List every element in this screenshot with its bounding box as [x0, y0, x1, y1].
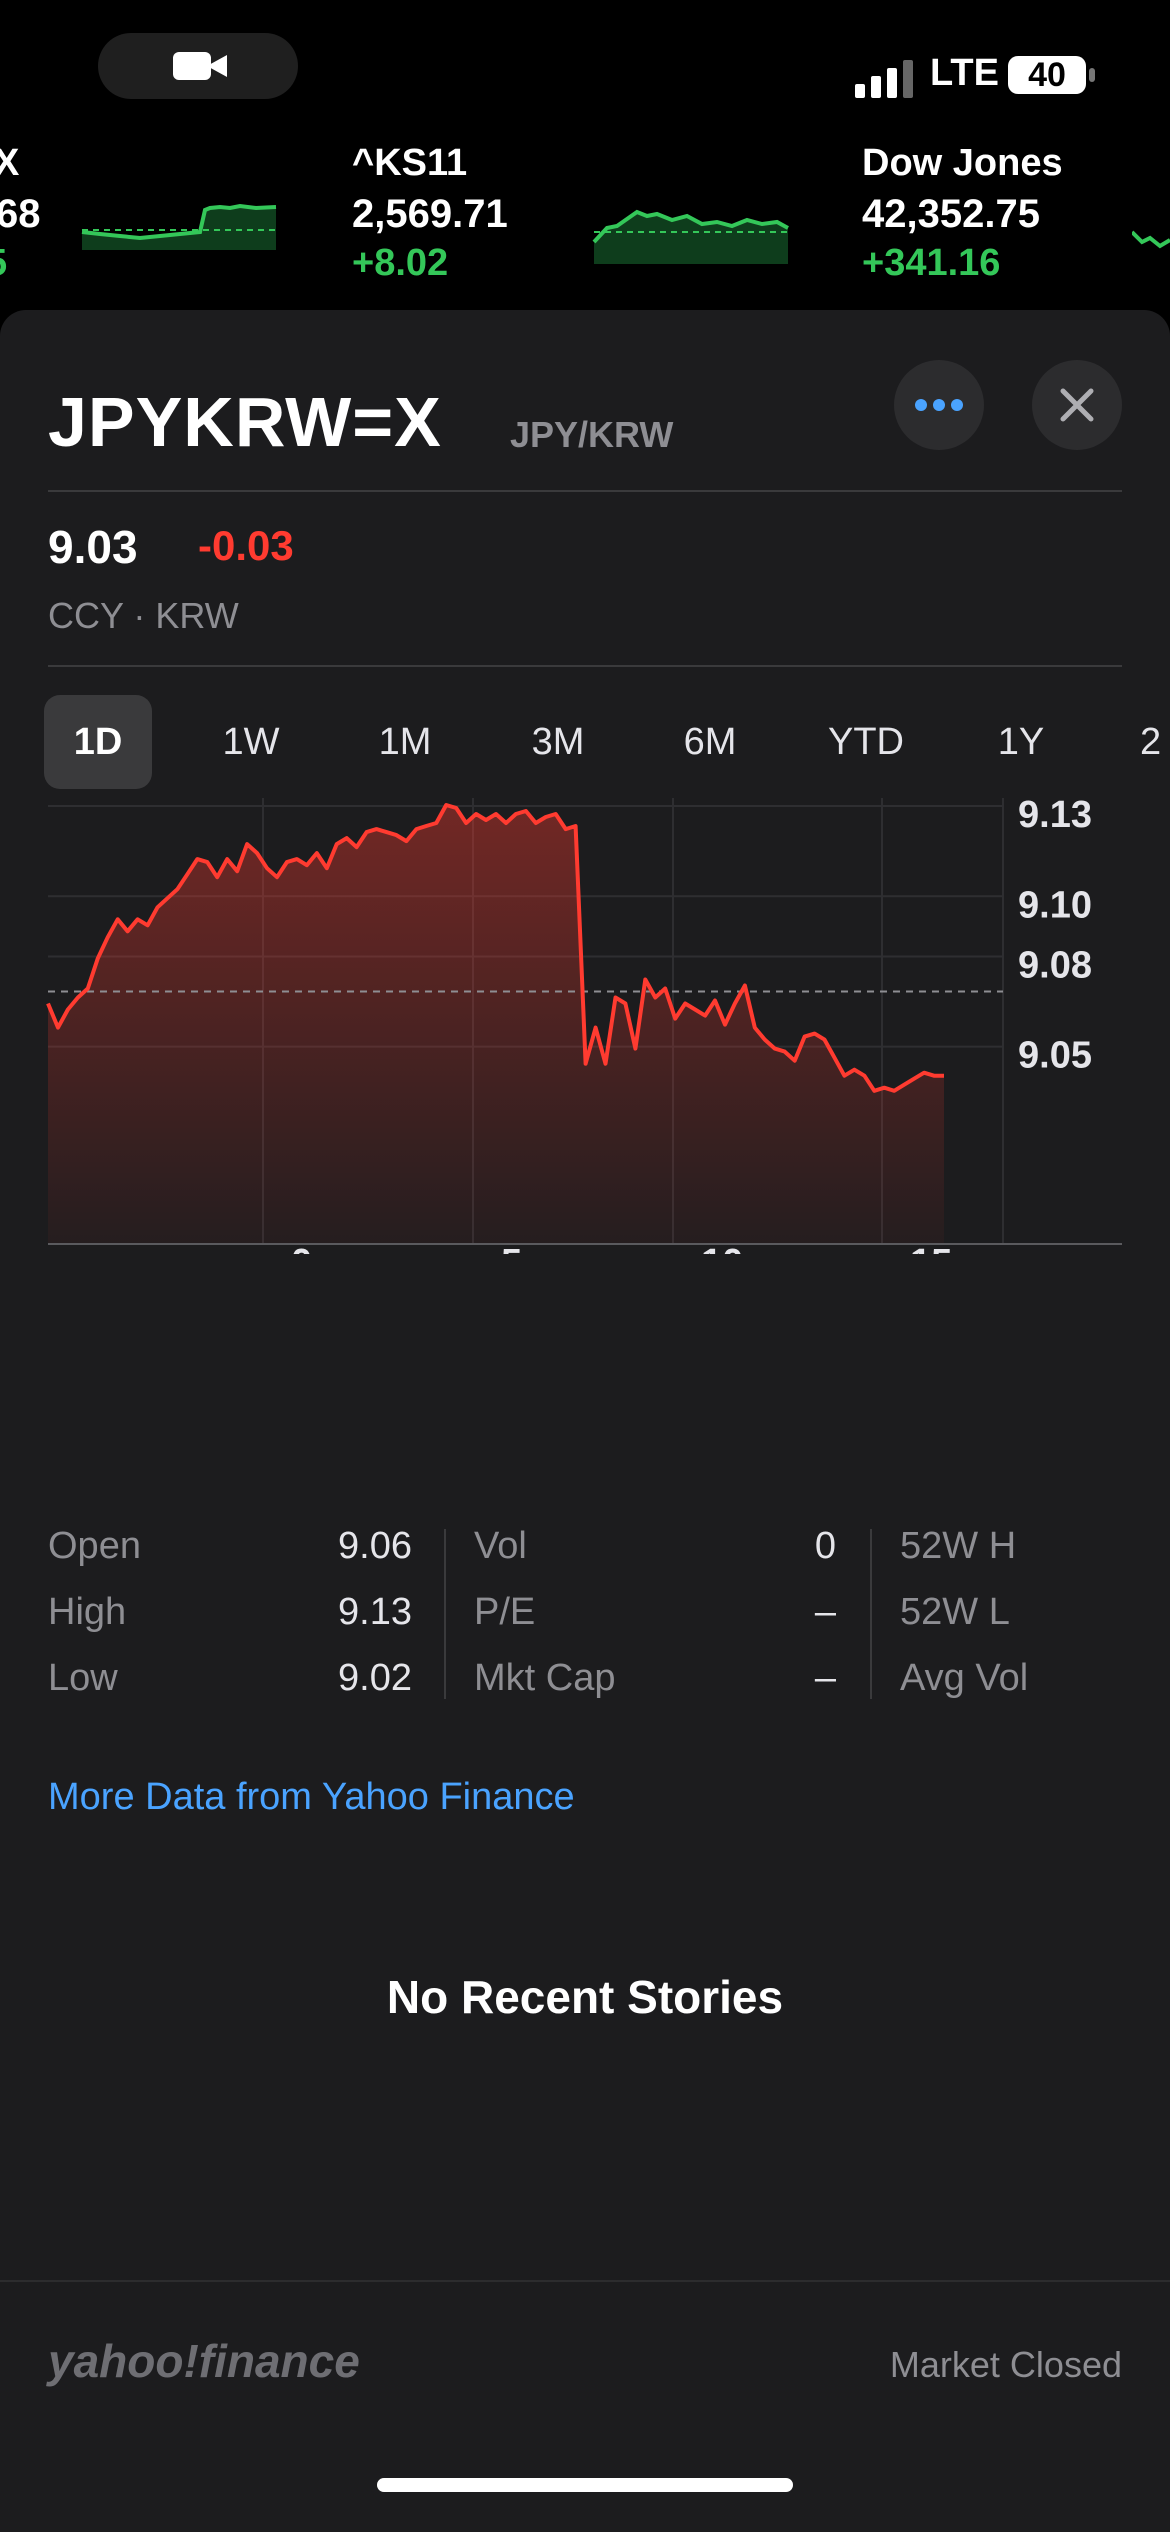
video-camera-icon-lens: [207, 55, 227, 77]
stats-table: Open 9.06 High 9.13 Low 9.02 Vol 0 P/E –…: [0, 1525, 1170, 1745]
price-change: -0.03: [198, 522, 294, 569]
range-tab-2y[interactable]: 2: [1140, 721, 1162, 763]
status-bar: LTE 40: [0, 0, 1170, 150]
stat-value-vol: 0: [814, 1525, 836, 1567]
ticker-change: +8.02: [352, 242, 449, 284]
currency-meta: CCY · KRW: [48, 595, 239, 636]
stat-value-pe: –: [814, 1591, 836, 1633]
stat-value-high: 9.13: [338, 1591, 412, 1633]
ticker-price: 2,569.71: [352, 192, 508, 236]
header-divider: [48, 490, 1122, 492]
stat-label-pe: P/E: [474, 1591, 536, 1633]
stat-label-high: High: [48, 1591, 127, 1633]
y-axis-tick-label: 9.08: [1018, 944, 1092, 986]
stat-label-vol: Vol: [474, 1525, 527, 1567]
stat-label-open: Open: [48, 1525, 141, 1567]
range-tab-1w[interactable]: 1W: [222, 721, 280, 763]
close-icon: [1060, 388, 1094, 422]
ticker-price: 42,352.75: [862, 192, 1040, 236]
no-recent-stories: No Recent Stories: [386, 1971, 784, 2023]
price-area-fill: [48, 805, 944, 1244]
market-status: Market Closed: [889, 2344, 1122, 2385]
ticker-name: Dow Jones: [862, 142, 1063, 184]
quote-divider: [48, 665, 1122, 667]
price-chart[interactable]: 9.139.109.089.05051015: [0, 794, 1170, 1254]
stats-column-divider: [444, 1529, 446, 1699]
range-tab-ytd[interactable]: YTD: [828, 721, 904, 763]
ticker-item-partial[interactable]: X 68 5: [0, 140, 290, 300]
ticker-change: 5: [0, 242, 7, 285]
symbol-title: JPYKRW=X: [48, 383, 442, 461]
ticker-price: 68: [0, 192, 41, 236]
close-button[interactable]: [1032, 360, 1122, 450]
footer: yahoo!finance Market Closed: [0, 2282, 1170, 2532]
range-tab-3m[interactable]: 3M: [531, 721, 585, 763]
stat-label-low: Low: [48, 1657, 118, 1699]
stat-value-mktcap: –: [814, 1657, 836, 1699]
video-camera-icon: [173, 52, 211, 80]
battery-icon: 40: [1008, 56, 1086, 94]
current-price: 9.03: [48, 521, 138, 573]
time-range-selector: 1D 1W 1M 3M 6M YTD 1Y 2: [0, 685, 1170, 789]
home-indicator[interactable]: [377, 2478, 793, 2492]
y-axis-tick-label: 9.10: [1018, 884, 1092, 926]
ticker-item-kospi[interactable]: ^KS11 2,569.71 +8.02: [352, 140, 802, 300]
ticker-sparkline: [1132, 230, 1170, 249]
stat-value-low: 9.02: [338, 1657, 412, 1699]
ellipsis-icon: [915, 399, 963, 411]
network-type: LTE: [930, 52, 999, 94]
stat-value-open: 9.06: [338, 1525, 412, 1567]
ticker-name: X: [0, 142, 20, 184]
stat-label-mktcap: Mkt Cap: [474, 1657, 616, 1699]
ticker-item-dow[interactable]: Dow Jones 42,352.75 +341.16: [862, 140, 1170, 300]
battery-cap: [1089, 68, 1095, 82]
range-tab-1m[interactable]: 1M: [378, 721, 432, 763]
y-axis-tick-label: 9.05: [1018, 1035, 1092, 1077]
more-options-button[interactable]: [894, 360, 984, 450]
yahoo-finance-logo[interactable]: yahoo!finance: [48, 2335, 360, 2387]
cellular-signal-icon: [855, 60, 913, 98]
price-line: [46, 803, 944, 1093]
range-tab-6m[interactable]: 6M: [683, 721, 737, 763]
ticker-name: ^KS11: [352, 142, 468, 184]
more-data-link[interactable]: More Data from Yahoo Finance: [48, 1776, 575, 1818]
ticker-change: +341.16: [862, 242, 1001, 284]
ticker-sparkline: [81, 203, 277, 250]
stat-label-avg-vol: Avg Vol: [900, 1657, 1029, 1699]
range-tab-1y[interactable]: 1Y: [997, 721, 1045, 763]
quote-detail-sheet: JPYKRW=X JPY/KRW 9.03 -0.03 CCY · KRW 1D…: [0, 310, 1170, 2532]
footer-divider: [0, 2280, 1170, 2282]
stat-label-52w-low: 52W L: [900, 1591, 1010, 1633]
range-tab-1d[interactable]: 1D: [44, 695, 152, 789]
pair-subtitle: JPY/KRW: [510, 414, 674, 455]
stats-column-divider: [870, 1529, 872, 1699]
ticker-sparkline: [592, 209, 789, 264]
y-axis-tick-label: 9.13: [1018, 794, 1092, 836]
stat-label-52w-high: 52W H: [900, 1525, 1017, 1567]
